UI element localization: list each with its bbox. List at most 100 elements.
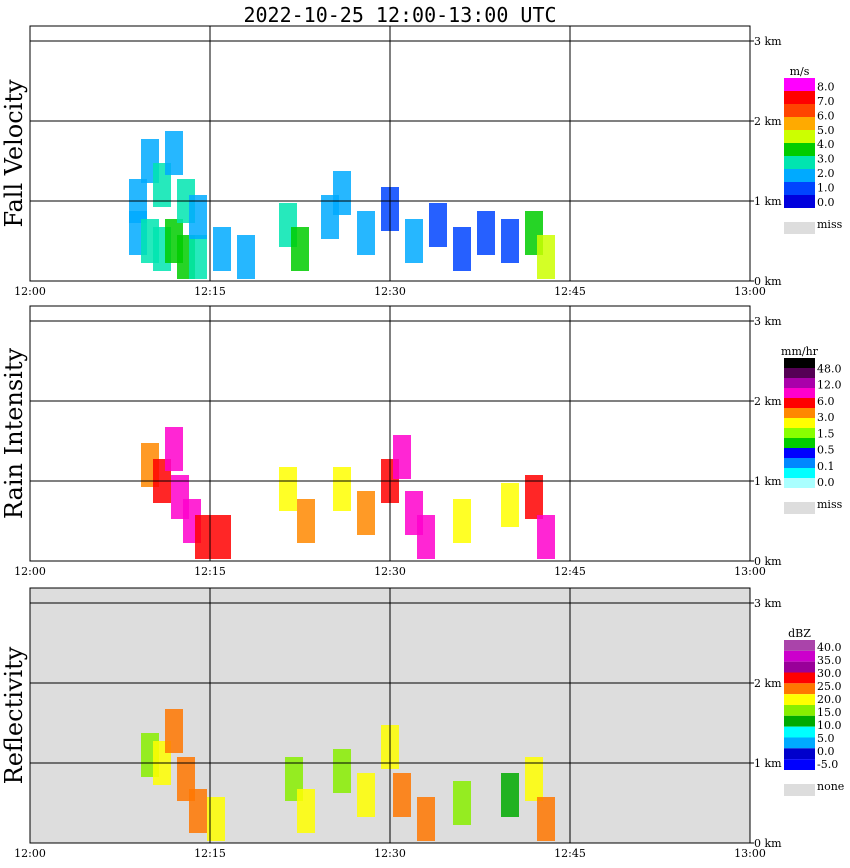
panel-3: 0 km 1 km 2 km 3 km 12:00 12:15 12:30 12:45 13:0…: [0, 587, 844, 860]
y-tick-label: 1 km: [754, 195, 782, 208]
heatmap-cell: [501, 483, 519, 527]
y-tick-label: 0 km: [754, 275, 782, 288]
heatmap-cell: [357, 491, 375, 535]
heatmap-cell: [393, 435, 411, 479]
colorbar-swatch: [784, 418, 815, 428]
colorbar-unit: m/s: [790, 65, 810, 78]
colorbar-swatch: [784, 448, 815, 458]
colorbar-label: 35.0: [817, 654, 842, 667]
colorbar-swatch: [784, 169, 815, 182]
colorbar-swatch: [784, 683, 815, 695]
x-tick-label: 12:45: [554, 565, 586, 578]
colorbar-swatch: [784, 715, 815, 727]
colorbar-swatch: [784, 91, 815, 104]
heatmap-cell: [189, 235, 207, 279]
colorbar-label: 7.0: [817, 95, 835, 108]
colorbar-label: 4.0: [817, 138, 835, 151]
colorbar-label: 1.5: [817, 427, 835, 440]
colorbar-label: 5.0: [817, 124, 835, 137]
colorbar-swatch: [784, 759, 815, 770]
colorbar-swatch: [784, 748, 815, 760]
heatmap-cell: [297, 789, 315, 833]
heatmap-cell: [189, 195, 207, 239]
x-tick-label: 12:15: [194, 565, 226, 578]
heatmap-cell: [501, 773, 519, 817]
colorbar-label: 6.0: [817, 395, 835, 408]
colorbar-swatch: [784, 117, 815, 130]
heatmap-cell: [189, 789, 207, 833]
colorbar-miss-label: none: [817, 780, 844, 793]
colorbar-swatch: [784, 661, 815, 673]
colorbar-swatch: [784, 650, 815, 662]
x-tick-label: 13:00: [734, 565, 766, 578]
x-tick-label: 12:15: [194, 285, 226, 298]
colorbar-label: 3.0: [817, 411, 835, 424]
x-tick-label: 12:00: [14, 285, 46, 298]
colorbar-swatch: [784, 195, 815, 208]
colorbar-swatch: [784, 438, 815, 448]
heatmap-cell: [297, 499, 315, 543]
colorbar-label: 25.0: [817, 680, 842, 693]
colorbar-label: 3.0: [817, 153, 835, 166]
colorbar-swatch: [784, 478, 815, 488]
colorbar-swatch: [784, 458, 815, 468]
y-axis-label: Fall Velocity: [0, 79, 28, 228]
heatmap-cell: [537, 235, 555, 279]
colorbar-miss-label: miss: [817, 498, 843, 511]
heatmap-cell: [429, 203, 447, 247]
heatmap-cells: [141, 427, 555, 559]
heatmap-cell: [279, 467, 297, 511]
x-tick-label: 12:45: [554, 285, 586, 298]
heatmap-cell: [165, 427, 183, 471]
colorbar-miss-label: miss: [817, 218, 843, 231]
colorbar-label: 20.0: [817, 693, 842, 706]
colorbar-swatch: [784, 104, 815, 117]
heatmap-cell: [453, 227, 471, 271]
y-tick-label: 2 km: [754, 677, 782, 690]
heatmap-cells: [141, 709, 555, 841]
y-axis-label: Reflectivity: [0, 646, 28, 784]
heatmap-cell: [165, 709, 183, 753]
heatmap-cell: [393, 773, 411, 817]
panel-1: 0 km 1 km 2 km 3 km 12:00 12:15 12:30 12:45 13:0…: [0, 25, 843, 298]
heatmap-cell: [333, 467, 351, 511]
colorbar-swatch: [784, 398, 815, 408]
y-tick-label: 1 km: [754, 757, 782, 770]
colorbar-swatch: [784, 428, 815, 438]
heatmap-cell: [165, 131, 183, 175]
x-tick-label: 12:00: [14, 847, 46, 860]
colorbar-miss-swatch: [784, 784, 815, 796]
colorbar-label: 40.0: [817, 641, 842, 654]
y-tick-label: 3 km: [754, 597, 782, 610]
heatmap-cell: [405, 219, 423, 263]
y-tick-label: 3 km: [754, 35, 782, 48]
heatmap-cell: [333, 171, 351, 215]
y-tick-label: 3 km: [754, 315, 782, 328]
heatmap-cell: [537, 797, 555, 841]
colorbar-swatch: [784, 143, 815, 156]
colorbar-swatch: [784, 672, 815, 684]
y-tick-label: 2 km: [754, 395, 782, 408]
colorbar-swatch: [784, 726, 815, 738]
heatmap-cell: [291, 227, 309, 271]
heatmap-cell: [453, 781, 471, 825]
colorbar-label: 2.0: [817, 167, 835, 180]
heatmap-cell: [357, 773, 375, 817]
colorbar-swatch: [784, 78, 815, 91]
colorbar-label: 0.5: [817, 444, 835, 457]
panel-2: 0 km 1 km 2 km 3 km 12:00 12:15 12:30 12:45 13:0…: [0, 305, 843, 578]
colorbar-label: 48.0: [817, 362, 842, 375]
heatmap-cell: [213, 227, 231, 271]
colorbar-swatch: [784, 130, 815, 143]
y-tick-label: 1 km: [754, 475, 782, 488]
colorbar-label: 30.0: [817, 667, 842, 680]
heatmap-cells: [129, 131, 555, 279]
x-tick-label: 13:00: [734, 847, 766, 860]
heatmap-cell: [357, 211, 375, 255]
colorbar-label: 0.1: [817, 460, 835, 473]
colorbar-swatch: [784, 705, 815, 716]
colorbar-label: 0.0: [817, 476, 835, 489]
x-tick-label: 12:45: [554, 847, 586, 860]
x-tick-label: 12:30: [374, 847, 406, 860]
